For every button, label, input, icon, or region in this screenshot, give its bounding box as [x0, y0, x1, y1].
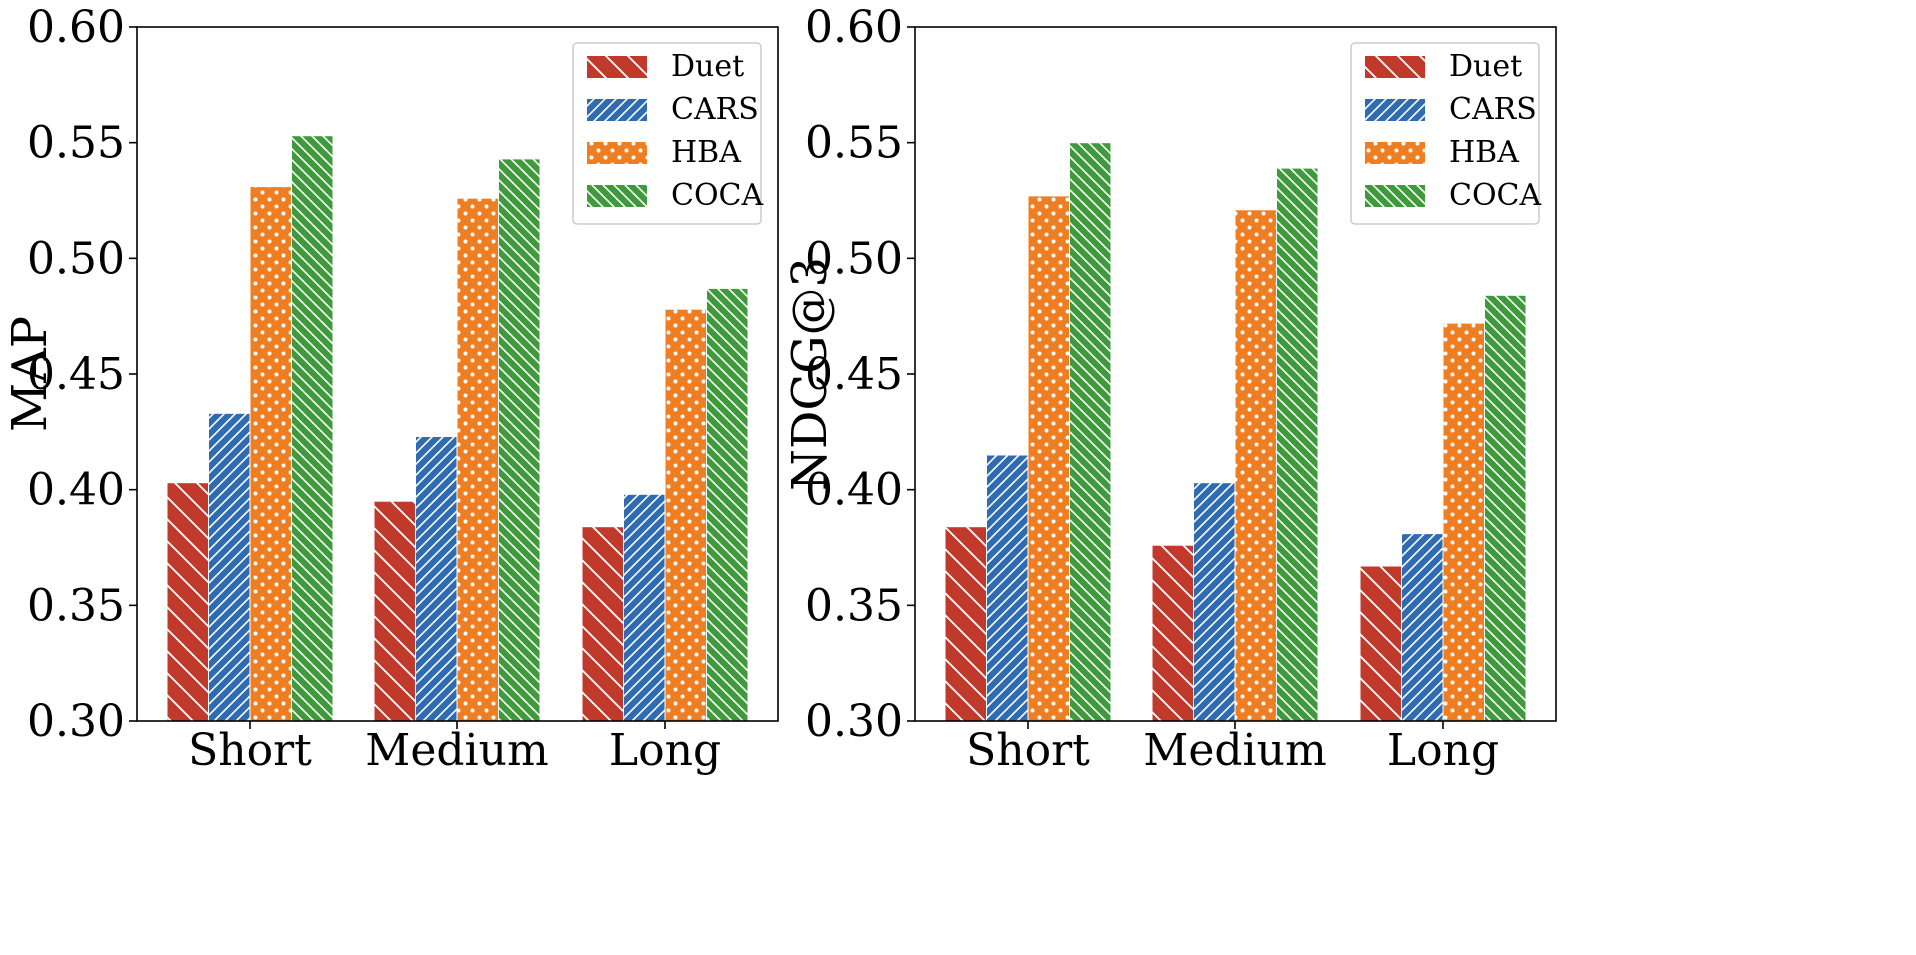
x-tick-label: Short [966, 725, 1090, 776]
legend-swatch-hba [587, 142, 647, 164]
bar-duet-short [944, 526, 987, 722]
x-tick-label: Medium [365, 725, 548, 776]
bar-duet-medium [373, 500, 416, 722]
legend-label-hba: HBA [671, 135, 741, 170]
bar-coca-medium [1276, 167, 1319, 722]
legend-label-duet: Duet [1449, 49, 1522, 84]
y-tick-label: 0.35 [805, 580, 903, 631]
y-tick-label: 0.30 [805, 696, 903, 747]
bar-hba-short [1027, 195, 1070, 722]
x-tick-label: Medium [1143, 725, 1326, 776]
bar-cars-medium [415, 436, 458, 722]
bar-duet-long [581, 526, 624, 722]
y-tick-label: 0.35 [27, 580, 125, 631]
bar-coca-long [1484, 294, 1527, 722]
bar-coca-short [1069, 142, 1112, 722]
legend-swatch-cars [587, 99, 647, 121]
bar-cars-long [623, 493, 666, 722]
y-tick-label: 0.30 [27, 696, 125, 747]
bar-cars-medium [1193, 482, 1236, 722]
x-tick-label: Long [609, 725, 721, 776]
legend-label-cars: CARS [1449, 92, 1537, 127]
x-tick-label: Long [1387, 725, 1499, 776]
bar-duet-medium [1151, 544, 1194, 722]
legend-swatch-hba [1365, 142, 1425, 164]
bar-hba-long [664, 308, 707, 722]
legend-swatch-duet [587, 56, 647, 78]
bar-coca-medium [498, 158, 541, 722]
y-axis-title: NDCG@3 [782, 257, 838, 491]
bar-cars-short [208, 412, 251, 722]
legend-box [1350, 42, 1540, 225]
y-tick-label: 0.50 [805, 233, 903, 284]
legend-swatch-duet [1365, 56, 1425, 78]
chart-panel-1: 0.30 0.35 0.40 0.45 0.50 0.55 0.60 Short Medium L… [2, 2, 779, 776]
bar-hba-long [1442, 322, 1485, 722]
y-tick-label: 0.55 [27, 118, 125, 169]
bar-hba-short [249, 186, 292, 722]
legend-label-cars: CARS [671, 92, 759, 127]
legend-swatch-cars [1365, 99, 1425, 121]
bar-duet-short [166, 482, 209, 722]
y-tick-label: 0.45 [805, 349, 903, 400]
x-tick-label: Short [188, 725, 312, 776]
bar-hba-medium [1234, 209, 1277, 722]
legend-swatch-coca [1365, 185, 1425, 207]
legend-label-duet: Duet [671, 49, 744, 84]
chart-panel-2: 0.30 0.35 0.40 0.45 0.50 0.55 0.60 Short Medium L… [782, 2, 1557, 776]
legend-label-coca: COCA [671, 178, 764, 213]
y-tick-label: 0.60 [805, 2, 903, 53]
y-tick-label: 0.40 [805, 465, 903, 516]
bar-coca-short [291, 135, 334, 722]
legend-swatch-coca [587, 185, 647, 207]
bar-duet-long [1359, 565, 1402, 722]
y-tick-label: 0.55 [805, 118, 903, 169]
legend-box [572, 42, 762, 225]
y-axis-title: MAP [2, 316, 58, 432]
y-tick-label: 0.40 [27, 465, 125, 516]
bar-hba-medium [456, 197, 499, 722]
legend-label-coca: COCA [1449, 178, 1542, 213]
y-tick-label: 0.60 [27, 2, 125, 53]
y-tick-label: 0.45 [27, 349, 125, 400]
bar-coca-long [706, 287, 749, 722]
legend-label-hba: HBA [1449, 135, 1519, 170]
bar-cars-short [986, 454, 1029, 722]
bar-cars-long [1401, 533, 1444, 722]
y-tick-label: 0.50 [27, 233, 125, 284]
